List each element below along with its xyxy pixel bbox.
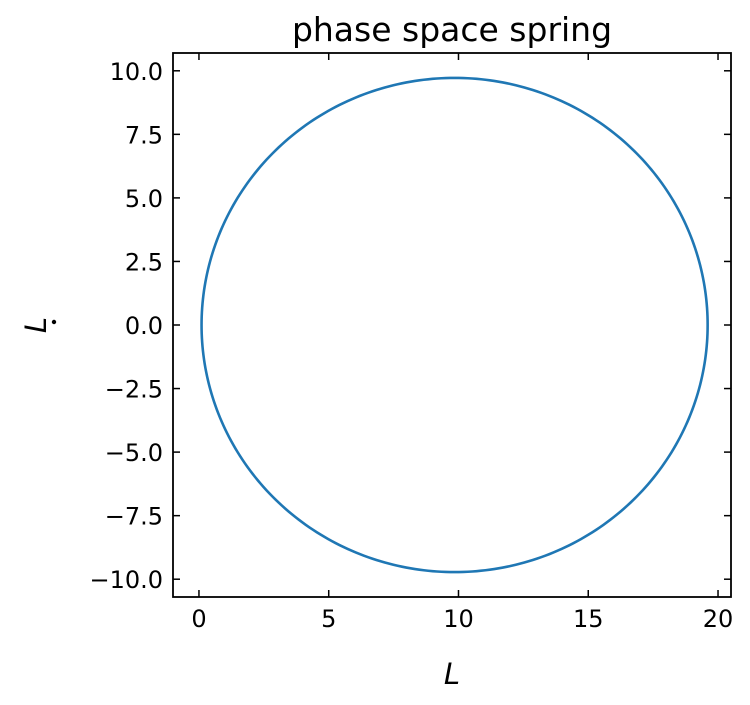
y-tick-label: 10.0	[110, 58, 163, 86]
y-tick-label: −5.0	[105, 439, 163, 467]
x-tick-label: 5	[321, 605, 336, 633]
y-tick-label: 2.5	[125, 248, 163, 276]
chart-title: phase space spring	[292, 10, 612, 49]
y-tick-label: −10.0	[89, 566, 163, 594]
x-tick-label: 15	[573, 605, 604, 633]
y-tick-label: 5.0	[125, 185, 163, 213]
y-tick-label: −2.5	[105, 376, 163, 404]
y-axis-label-group: L	[19, 317, 57, 333]
x-tick-label: 10	[443, 605, 474, 633]
y-tick-label: 7.5	[125, 121, 163, 149]
x-tick-label: 20	[703, 605, 734, 633]
y-tick-label: 0.0	[125, 312, 163, 340]
y-axis-label-dot	[51, 319, 57, 325]
phase-space-orbit-line	[200, 76, 709, 574]
series-layer	[200, 76, 709, 574]
x-axis-label: L	[444, 657, 460, 691]
x-tick-label: 0	[191, 605, 206, 633]
plot-area	[173, 53, 731, 597]
y-axis-label: L	[19, 317, 53, 333]
y-tick-label: −7.5	[105, 503, 163, 531]
plot-frame	[172, 52, 732, 598]
tick-layer: 0 5 10 15 20 10.0 7.5 5.0 2.5 0.0 −2.5 −5.0 −7.5 −10.…	[89, 53, 733, 633]
